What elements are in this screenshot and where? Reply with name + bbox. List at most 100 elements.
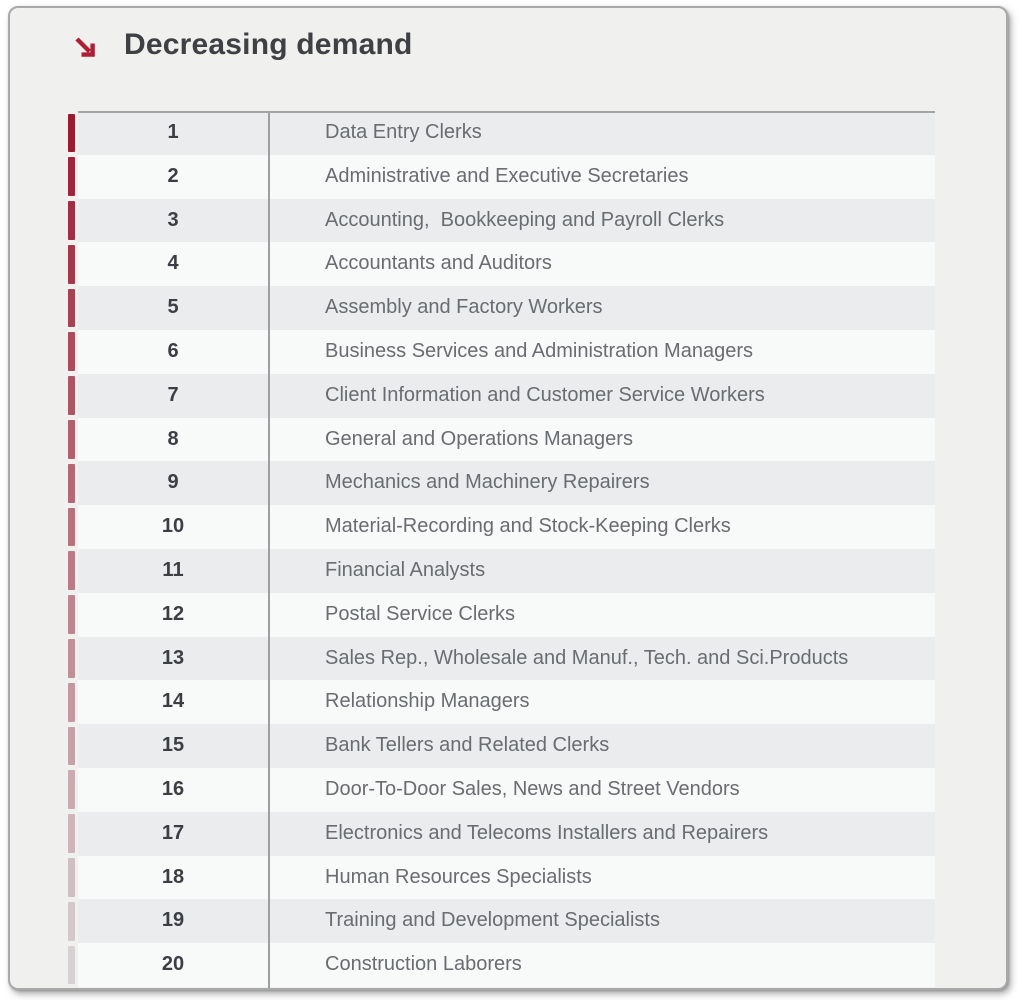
- demand-bar: [68, 288, 75, 328]
- row-cells: 4 Accountants and Auditors: [78, 242, 935, 287]
- demand-bar: [68, 113, 75, 153]
- rank-cell: 6: [167, 339, 179, 362]
- row-cells: 10 Material-Recording and Stock-Keeping …: [78, 505, 935, 549]
- row-cells: 20 Construction Laborers: [78, 943, 935, 987]
- occupation-cell: Mechanics and Machinery Repairers: [325, 471, 650, 494]
- arrow-down-right-icon: [75, 37, 95, 57]
- occupation-cell: Postal Service Clerks: [325, 602, 516, 625]
- row-cells: 12 Postal Service Clerks: [78, 592, 935, 637]
- rank-cell: 12: [161, 602, 185, 625]
- table-row: 12 Postal Service Clerks: [68, 592, 935, 637]
- row-cells: 18 Human Resources Specialists: [78, 855, 935, 900]
- demand-bar: [68, 332, 75, 372]
- rank-cell: 1: [167, 121, 179, 143]
- demand-bar: [68, 420, 75, 459]
- table-row: 7 Client Information and Customer Servic…: [68, 373, 935, 418]
- row-cells: 8 General and Operations Managers: [78, 417, 935, 462]
- demand-bar: [68, 639, 75, 678]
- demand-bar: [68, 463, 75, 503]
- occupation-cell: Accountants and Auditors: [325, 252, 552, 275]
- demand-bar: [68, 901, 75, 941]
- table-row: 8 General and Operations Managers: [68, 417, 935, 462]
- row-cells: 17 Electronics and Telecoms Installers a…: [78, 811, 935, 856]
- occupation-cell: Data Entry Clerks: [325, 121, 482, 143]
- rank-cell: 13: [161, 646, 185, 669]
- demand-bar: [68, 551, 75, 591]
- rank-cell: 7: [167, 383, 179, 406]
- table-row: 16 Door-To-Door Sales, News and Street V…: [68, 767, 935, 812]
- occupation-cell: Assembly and Factory Workers: [325, 296, 603, 319]
- rank-cell: 4: [167, 252, 179, 275]
- table-body: 1 Data Entry Clerks 2 Administrative and…: [68, 111, 935, 988]
- demand-bar: [68, 682, 75, 722]
- demand-bar: [68, 595, 75, 635]
- row-cells: 15 Bank Tellers and Related Clerks: [78, 724, 935, 768]
- table-row: 18 Human Resources Specialists: [68, 855, 935, 900]
- occupation-cell: Bank Tellers and Related Clerks: [325, 734, 610, 757]
- occupation-cell: Electronics and Telecoms Installers and …: [325, 821, 769, 844]
- rank-cell: 18: [161, 865, 185, 888]
- occupation-cell: Client Information and Customer Service …: [325, 383, 765, 406]
- rank-cell: 11: [162, 558, 184, 581]
- occupation-cell: Human Resources Specialists: [325, 865, 592, 888]
- rank-cell: 14: [161, 690, 185, 713]
- rank-cell: 2: [167, 164, 179, 187]
- occupation-cell: Relationship Managers: [325, 690, 530, 713]
- rank-cell: 19: [161, 909, 185, 932]
- occupation-cell: Construction Laborers: [325, 953, 522, 976]
- table-row: 4 Accountants and Auditors: [68, 242, 935, 287]
- demand-bar: [68, 770, 75, 810]
- demand-bar: [68, 726, 75, 766]
- table-row: 11 Financial Analysts: [68, 548, 935, 593]
- rank-cell: 16: [161, 777, 185, 800]
- decreasing-demand-table: 1 Data Entry Clerks 2 Administrative and…: [68, 111, 935, 988]
- demand-bar: [68, 507, 75, 547]
- row-cells: 7 Client Information and Customer Servic…: [78, 373, 935, 418]
- table-row: 19 Training and Development Specialists: [68, 899, 935, 944]
- row-cells: 9 Mechanics and Machinery Repairers: [78, 461, 935, 506]
- table-row: 9 Mechanics and Machinery Repairers: [68, 461, 935, 506]
- demand-bar: [68, 814, 75, 854]
- occupation-cell: Sales Rep., Wholesale and Manuf., Tech. …: [325, 646, 849, 669]
- demand-bar: [68, 376, 75, 416]
- row-cells: 19 Training and Development Specialists: [78, 899, 935, 944]
- report-figure-frame: Decreasing demand 1 Data Entry Clerks 2 …: [8, 6, 1008, 990]
- row-cells: 13 Sales Rep., Wholesale and Manuf., Tec…: [78, 636, 935, 681]
- row-cells: 16 Door-To-Door Sales, News and Street V…: [78, 767, 935, 812]
- demand-bar: [68, 201, 75, 240]
- row-cells: 14 Relationship Managers: [78, 680, 935, 725]
- row-cells: 6 Business Services and Administration M…: [78, 329, 935, 374]
- occupation-cell: Accounting, Bookkeeping and Payroll Cler…: [325, 208, 725, 231]
- rank-cell: 20: [161, 953, 185, 976]
- table-row: 1 Data Entry Clerks: [68, 111, 935, 155]
- row-cells: 11 Financial Analysts: [78, 548, 935, 593]
- column-divider: [268, 112, 270, 988]
- table-row: 6 Business Services and Administration M…: [68, 329, 935, 374]
- table-row: 3 Accounting, Bookkeeping and Payroll Cl…: [68, 198, 935, 243]
- occupation-cell: General and Operations Managers: [325, 427, 633, 450]
- occupation-cell: Material-Recording and Stock-Keeping Cle…: [325, 515, 731, 538]
- table-row: 13 Sales Rep., Wholesale and Manuf., Tec…: [68, 636, 935, 681]
- table-row: 17 Electronics and Telecoms Installers a…: [68, 811, 935, 856]
- table-row: 2 Administrative and Executive Secretari…: [68, 154, 935, 199]
- demand-bar: [68, 945, 75, 985]
- demand-bar: [68, 858, 75, 897]
- rank-cell: 17: [161, 821, 185, 844]
- page-title: Decreasing demand: [124, 28, 413, 61]
- row-cells: 3 Accounting, Bookkeeping and Payroll Cl…: [78, 198, 935, 243]
- row-cells: 1 Data Entry Clerks: [78, 111, 935, 155]
- rank-cell: 5: [167, 296, 179, 319]
- rank-cell: 8: [167, 427, 179, 450]
- rank-cell: 10: [161, 515, 185, 538]
- occupation-cell: Training and Development Specialists: [325, 909, 660, 932]
- table-row: 14 Relationship Managers: [68, 680, 935, 725]
- demand-bar: [68, 157, 75, 197]
- occupation-cell: Financial Analysts: [325, 558, 486, 581]
- row-cells: 2 Administrative and Executive Secretari…: [78, 154, 935, 199]
- demand-bar: [68, 244, 75, 284]
- table-row: 5 Assembly and Factory Workers: [68, 286, 935, 330]
- table-top-rule: [78, 111, 935, 113]
- table-row: 20 Construction Laborers: [68, 943, 935, 987]
- table-row: 10 Material-Recording and Stock-Keeping …: [68, 505, 935, 549]
- rank-cell: 15: [161, 734, 185, 757]
